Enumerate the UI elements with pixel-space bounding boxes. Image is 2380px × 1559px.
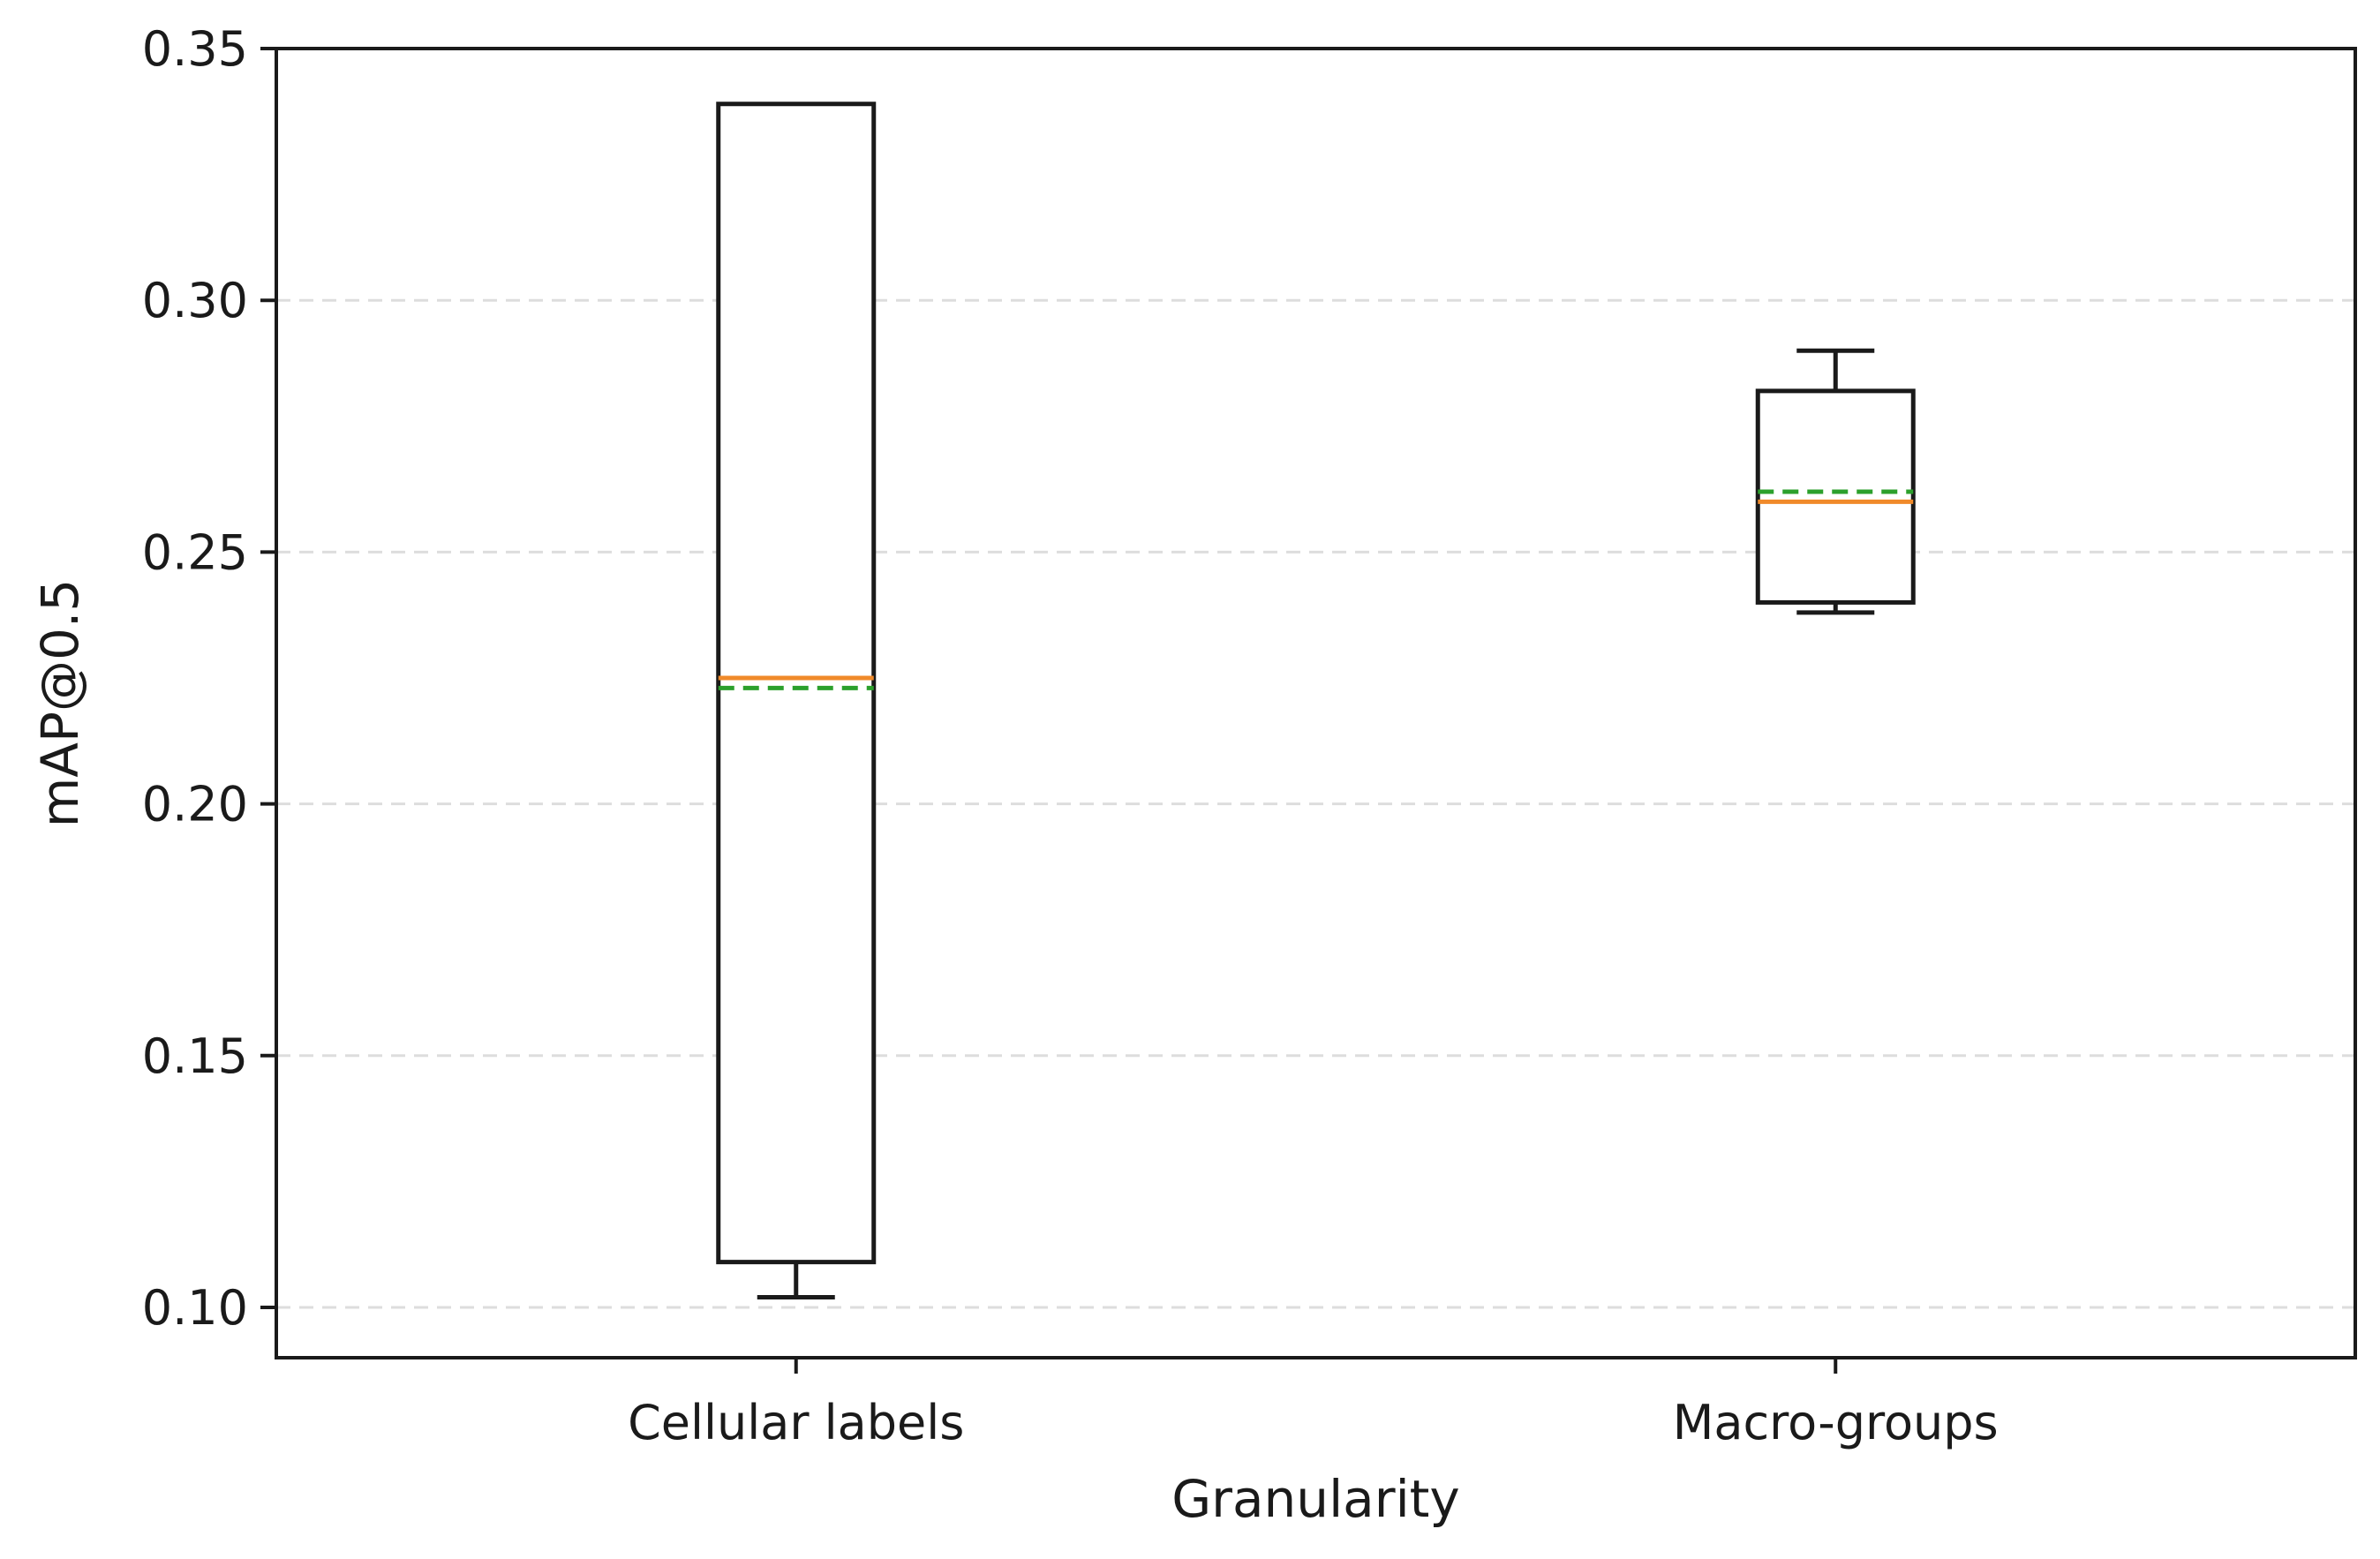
y-tick-label: 0.20 [142,777,248,832]
x-tick-label: Macro-groups [1673,1395,1999,1450]
plot-frame [275,47,2357,1359]
y-tick-label: 0.10 [142,1280,248,1336]
y-tick-label: 0.30 [142,273,248,328]
boxes [716,102,1916,1300]
y-tick-label: 0.25 [142,524,248,580]
y-tick-label: 0.35 [142,21,248,77]
y-axis: 0.10 0.15 0.20 0.25 0.30 0.35 [142,21,276,1336]
box-group [716,102,877,1300]
y-tick-label: 0.15 [142,1028,248,1084]
iqr-box [1755,388,1916,605]
iqr-box [716,102,877,1265]
y-axis-title: mAP@0.5 [30,579,90,827]
x-tick-label: Cellular labels [628,1395,964,1450]
box-group [1755,348,1916,615]
x-axis: Cellular labels Macro-groups [628,1358,1999,1450]
x-axis-title: Granularity [1171,1469,1460,1529]
